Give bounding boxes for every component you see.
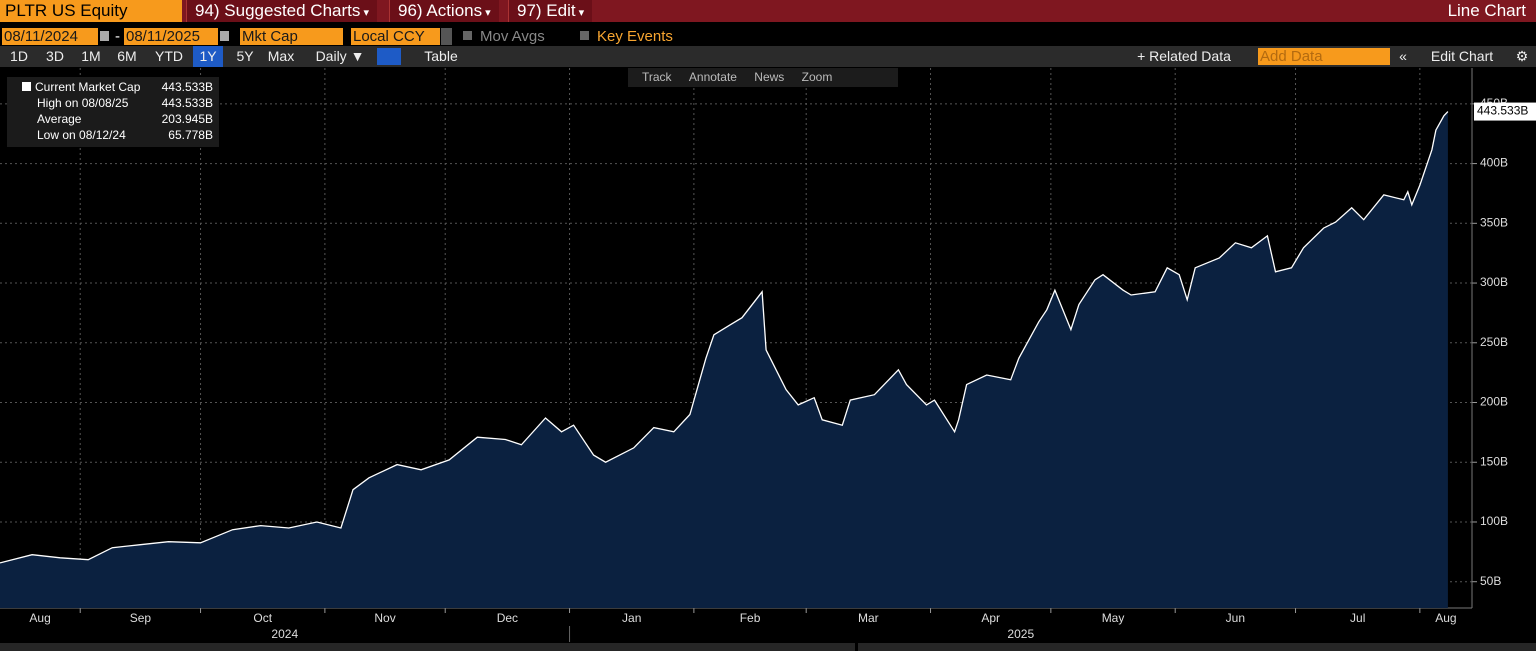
currency[interactable]: Local CCY: [351, 28, 440, 45]
legend-row: High on 08/08/25 443.533B: [7, 95, 213, 111]
legend-row: Average 203.945B: [7, 111, 213, 127]
chart-type-icon[interactable]: [377, 48, 401, 65]
checkbox[interactable]: [463, 31, 472, 40]
x-tick-label: Jul: [1350, 611, 1365, 625]
x-tick-label: Sep: [130, 611, 152, 625]
menu[interactable]: 97) Edit: [508, 0, 593, 22]
x-tick-label: Jun: [1226, 611, 1245, 625]
x-tick-label: Aug: [1435, 611, 1456, 625]
related-data[interactable]: + Related Data: [1137, 48, 1231, 64]
y-tick-label: 100B: [1480, 514, 1508, 528]
settings-bar: 08/11/2024 - 08/11/2025 Mkt Cap Local CC…: [0, 26, 1536, 47]
status-strip: [0, 643, 855, 651]
y-tick-label: 200B: [1480, 395, 1508, 409]
frequency[interactable]: Daily ▼: [315, 48, 365, 64]
key-events[interactable]: Key Events: [597, 28, 673, 45]
stat-label: High on 08/08/25: [37, 96, 129, 110]
x-tick-label: Dec: [497, 611, 518, 625]
x-tick-label: Apr: [981, 611, 1000, 625]
y-tick-label: 150B: [1480, 454, 1508, 468]
y-tick-label: 250B: [1480, 335, 1508, 349]
stat-value: 443.533B: [161, 96, 213, 110]
legend-row: Low on 08/12/24 65.778B: [7, 127, 213, 143]
chart-tools: Track Annotate News Zoom: [628, 68, 898, 87]
date-separator: -: [115, 28, 120, 45]
calendar-icon[interactable]: [100, 31, 109, 41]
settings-icon[interactable]: ⚙: [1515, 48, 1529, 64]
period-button[interactable]: 1D: [10, 48, 28, 64]
menu[interactable]: 96) Actions: [389, 0, 499, 22]
year-label: 2025: [1007, 627, 1034, 641]
y-tick-label: 400B: [1480, 156, 1508, 170]
y-tick-label: 350B: [1480, 215, 1508, 229]
annotate[interactable]: Annotate: [688, 70, 737, 84]
x-tick-label: Nov: [374, 611, 395, 625]
y-tick-label: 300B: [1480, 275, 1508, 289]
current-value-label: 443.533B: [1477, 104, 1528, 118]
period-button[interactable]: 6M: [117, 48, 137, 64]
dropdown[interactable]: [441, 28, 452, 45]
start-date[interactable]: 08/11/2024: [2, 28, 98, 45]
news[interactable]: News: [754, 70, 785, 84]
year-label: 2024: [271, 627, 298, 641]
add-data[interactable]: Add Data: [1258, 48, 1390, 65]
y-tick-label: 50B: [1480, 574, 1501, 588]
period-button[interactable]: 5Y: [236, 48, 254, 64]
legend-label: Current Market Cap: [35, 80, 141, 94]
legend-value: 443.533B: [161, 80, 213, 94]
stat-label: Average: [37, 112, 82, 126]
collapse-icon[interactable]: «: [1399, 48, 1407, 64]
field[interactable]: Mkt Cap: [240, 28, 343, 45]
x-tick-label: Feb: [740, 611, 761, 625]
legend: Current Market Cap 443.533B High on 08/0…: [7, 77, 219, 147]
line: [0, 111, 1449, 564]
table-button[interactable]: Table: [424, 48, 458, 64]
stat-value: 203.945B: [161, 112, 213, 126]
period-button[interactable]: 1Y: [193, 46, 223, 67]
area: [0, 111, 1448, 608]
x-tick-label: May: [1102, 611, 1125, 625]
x-tick-label: Oct: [253, 611, 272, 625]
legend-swatch: [22, 82, 31, 91]
period-button[interactable]: 3D: [46, 48, 64, 64]
x-tick-label: Jan: [622, 611, 641, 625]
calendar-icon[interactable]: [220, 31, 229, 41]
stat-value: 65.778B: [168, 128, 213, 142]
period-button[interactable]: YTD: [155, 48, 183, 64]
period-button[interactable]: Max: [267, 48, 295, 64]
legend-row: Current Market Cap 443.533B: [7, 79, 213, 95]
x-tick-label: Mar: [858, 611, 879, 625]
title-bar: PLTR US Equity 94) Suggested Charts 96) …: [0, 0, 1536, 22]
view-name: Line Chart: [1447, 1, 1526, 20]
period-button[interactable]: 1M: [81, 48, 101, 64]
stat-label: Low on 08/12/24: [37, 128, 126, 142]
zoom[interactable]: Zoom: [801, 70, 833, 84]
current-value-box: [1474, 102, 1536, 121]
security[interactable]: PLTR US Equity: [0, 0, 182, 22]
menu[interactable]: 94) Suggested Charts: [186, 0, 377, 22]
period-bar: 1D 3D 1M 6M YTD 1Y 5Y Max Daily ▼ Table + Relat…: [0, 46, 1536, 67]
status-strip: [858, 643, 1536, 651]
end-date[interactable]: 08/11/2025: [124, 28, 218, 45]
x-tick-label: Aug: [29, 611, 50, 625]
mov-avgs[interactable]: Mov Avgs: [480, 28, 545, 45]
checkbox[interactable]: [580, 31, 589, 40]
edit-chart[interactable]: Edit Chart: [1430, 48, 1494, 64]
track[interactable]: Track: [642, 70, 672, 84]
